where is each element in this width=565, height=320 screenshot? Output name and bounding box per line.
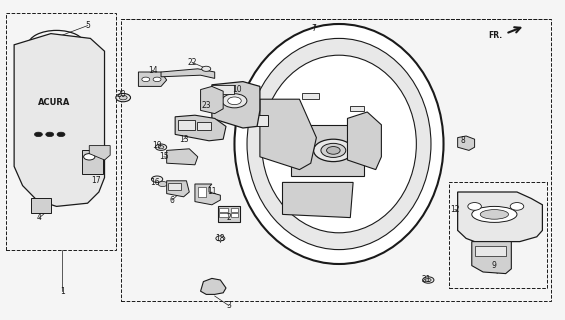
Polygon shape	[195, 184, 220, 205]
Polygon shape	[161, 69, 215, 78]
Circle shape	[57, 132, 65, 137]
Bar	[302, 93, 319, 99]
Bar	[218, 206, 240, 222]
Bar	[198, 187, 206, 197]
Bar	[168, 183, 181, 190]
Circle shape	[153, 77, 161, 82]
Polygon shape	[167, 181, 189, 197]
Circle shape	[202, 66, 211, 71]
Polygon shape	[201, 86, 223, 114]
Polygon shape	[260, 99, 316, 170]
Text: 10: 10	[232, 85, 242, 94]
Text: 1: 1	[60, 287, 64, 296]
Polygon shape	[458, 136, 475, 150]
Bar	[231, 208, 238, 212]
Text: 6: 6	[170, 196, 175, 204]
Polygon shape	[175, 115, 226, 141]
Polygon shape	[347, 112, 381, 170]
Text: 11: 11	[207, 188, 216, 196]
Ellipse shape	[247, 38, 431, 250]
Text: 21: 21	[422, 276, 431, 284]
Ellipse shape	[234, 24, 444, 264]
Polygon shape	[14, 34, 105, 206]
Polygon shape	[212, 82, 260, 128]
Text: FR.: FR.	[488, 31, 503, 40]
Bar	[212, 85, 234, 94]
Polygon shape	[89, 146, 110, 160]
Ellipse shape	[480, 210, 508, 219]
Text: 9: 9	[492, 261, 497, 270]
Text: 2: 2	[227, 213, 231, 222]
Text: 17: 17	[91, 176, 101, 185]
Polygon shape	[167, 149, 198, 165]
Polygon shape	[82, 150, 103, 174]
Text: 22: 22	[188, 58, 197, 67]
Text: 15: 15	[159, 152, 169, 161]
Polygon shape	[201, 278, 226, 294]
Text: 3: 3	[227, 301, 231, 310]
Circle shape	[228, 97, 241, 105]
Bar	[178, 120, 195, 130]
Text: 8: 8	[461, 136, 466, 145]
Circle shape	[46, 132, 54, 137]
Circle shape	[327, 147, 340, 154]
Bar	[219, 208, 228, 212]
Circle shape	[216, 236, 225, 241]
Polygon shape	[472, 242, 511, 274]
Bar	[197, 122, 211, 130]
Text: 4: 4	[37, 213, 42, 222]
Text: 14: 14	[147, 66, 158, 75]
Polygon shape	[291, 125, 364, 176]
Circle shape	[510, 203, 524, 210]
Bar	[350, 106, 364, 111]
Bar	[449, 182, 547, 288]
Ellipse shape	[262, 55, 416, 233]
Circle shape	[314, 139, 353, 162]
Circle shape	[468, 203, 481, 210]
Circle shape	[34, 132, 42, 137]
Text: 18: 18	[216, 234, 225, 243]
Text: 16: 16	[150, 178, 160, 187]
Circle shape	[142, 77, 150, 82]
Circle shape	[423, 277, 434, 283]
Bar	[6, 13, 116, 250]
Circle shape	[222, 94, 247, 108]
Ellipse shape	[472, 206, 517, 222]
Bar	[243, 115, 268, 126]
Circle shape	[151, 176, 163, 182]
Polygon shape	[31, 198, 51, 213]
Circle shape	[321, 143, 346, 157]
Circle shape	[84, 154, 95, 160]
Circle shape	[116, 93, 131, 102]
Text: 7: 7	[311, 24, 316, 33]
Text: ACURA: ACURA	[37, 98, 70, 107]
Text: 19: 19	[152, 141, 162, 150]
Circle shape	[158, 181, 167, 187]
Bar	[219, 213, 228, 217]
Bar	[475, 246, 506, 256]
Circle shape	[119, 95, 127, 100]
Text: 13: 13	[179, 135, 189, 144]
Polygon shape	[138, 72, 167, 86]
Circle shape	[425, 278, 431, 282]
Polygon shape	[458, 192, 542, 242]
Text: 20: 20	[116, 90, 127, 99]
Bar	[231, 213, 238, 217]
Polygon shape	[282, 182, 353, 218]
Bar	[121, 19, 551, 301]
Circle shape	[155, 144, 167, 150]
Text: 5: 5	[85, 21, 90, 30]
Circle shape	[158, 146, 164, 149]
Text: 23: 23	[201, 101, 211, 110]
Text: 12: 12	[450, 205, 459, 214]
